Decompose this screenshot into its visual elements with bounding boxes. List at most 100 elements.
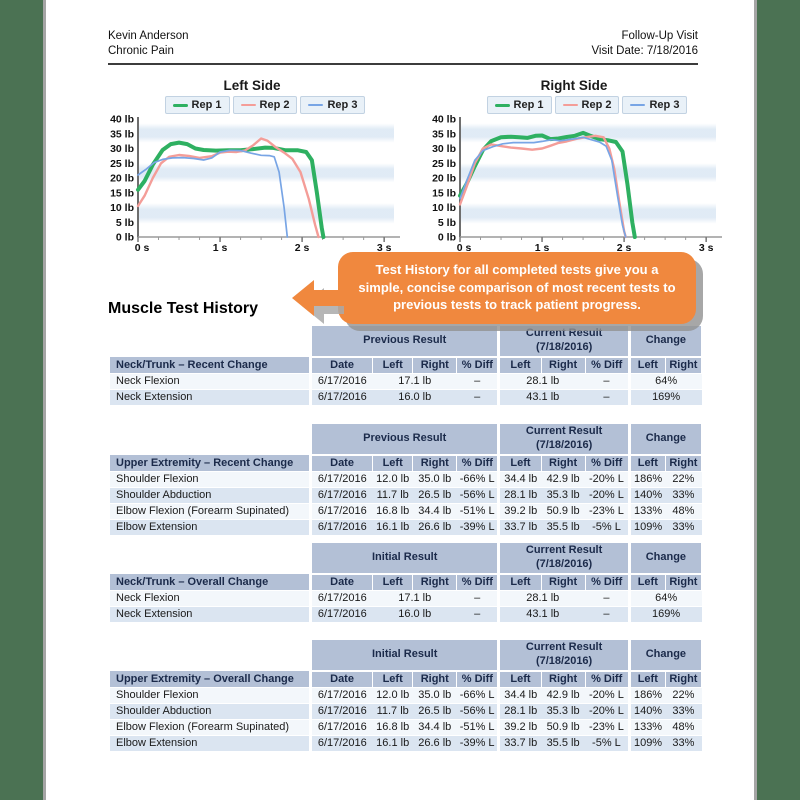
row-label: Elbow Extension: [110, 519, 312, 536]
x-tick-label: 1 s: [213, 242, 228, 254]
table-cell: 33%: [665, 735, 702, 752]
plot-band: [461, 203, 716, 224]
table-cell: –: [585, 590, 631, 607]
table-cell: 6/17/2016: [310, 590, 373, 607]
group-header-cell: Change: [629, 543, 703, 575]
table-cell: 186%: [629, 471, 666, 488]
column-header: % Diff: [456, 357, 501, 374]
table-cell: -23% L: [585, 503, 631, 520]
row-label: Shoulder Abduction: [110, 487, 312, 504]
table-cell: 26.6 lb: [412, 519, 457, 536]
table-neck-trunk-overall: Initial Result Current Result (7/18/2016)…: [110, 543, 703, 623]
y-tick-label: 20 lb: [432, 173, 456, 185]
table-cell: 12.0 lb: [372, 471, 413, 488]
column-header: Right: [665, 574, 703, 591]
y-tick-label: 10 lb: [110, 202, 134, 214]
table-cell: 28.1 lb: [498, 373, 586, 390]
legend-label: Rep 2: [581, 99, 612, 111]
legend-swatch-icon: [630, 104, 646, 106]
row-label: Shoulder Flexion: [110, 471, 312, 488]
table-cell: 48%: [665, 719, 702, 736]
table-cell: 6/17/2016: [310, 503, 373, 520]
table-cell: 28.1 lb: [498, 703, 542, 720]
table-cell: -39% L: [456, 735, 501, 752]
column-header: Left: [629, 574, 666, 591]
row-label: Elbow Extension: [110, 735, 312, 752]
column-header: % Diff: [585, 574, 631, 591]
patient-name: Kevin Anderson: [108, 30, 189, 42]
callout-arrow-icon: [292, 280, 344, 324]
column-header: Right: [541, 671, 586, 688]
legend-item: Rep 1: [486, 96, 552, 114]
table-cell: 140%: [629, 703, 666, 720]
group-header-spacer: [110, 424, 312, 455]
column-header: % Diff: [456, 574, 501, 591]
legend-item: Rep 2: [232, 96, 298, 114]
column-header: Left: [629, 357, 666, 374]
table-row: Neck Flexion 6/17/2016 17.1 lb –28.1 lb –64%: [110, 373, 702, 390]
table-cell: 39.2 lb: [498, 719, 542, 736]
row-label: Neck Extension: [110, 389, 312, 406]
legend-label: Rep 1: [513, 99, 544, 111]
y-tick-label: 25 lb: [432, 158, 456, 170]
column-header: Right: [412, 671, 458, 688]
table-cell: 33.7 lb: [498, 735, 542, 752]
table-cell: 186%: [629, 687, 666, 704]
x-tick-label: 2 s: [295, 242, 310, 254]
history-table: Previous Result Current Result (7/18/2016…: [110, 326, 703, 406]
y-tick-label: 25 lb: [110, 158, 134, 170]
table-cell: 43.1 lb: [498, 389, 586, 406]
group-header-cell: Previous Result: [310, 424, 501, 456]
table-cell: -20% L: [585, 687, 631, 704]
table-upper-extremity-overall: Initial Result Current Result (7/18/2016)…: [110, 640, 703, 752]
legend-label: Rep 2: [259, 99, 290, 111]
y-tick-label: 5 lb: [438, 217, 456, 229]
table-cell: 6/17/2016: [310, 487, 373, 504]
visit-type: Follow-Up Visit: [621, 30, 698, 42]
table-cell: 11.7 lb: [372, 703, 413, 720]
table-cell: –: [456, 373, 501, 390]
row-label: Elbow Flexion (Forearm Supinated): [110, 503, 312, 520]
table-title: Neck/Trunk – Recent Change: [110, 357, 312, 374]
table-cell: 17.1 lb: [372, 590, 457, 607]
column-header: Date: [310, 357, 374, 374]
table-title: Upper Extremity – Recent Change: [110, 455, 312, 472]
column-header: % Diff: [456, 671, 501, 688]
table-row: Shoulder Flexion 6/17/2016 12.0 lb 35.0 lb -…: [110, 687, 702, 704]
x-tick-label: 0 s: [135, 242, 150, 254]
x-tick-label: 1 s: [535, 242, 550, 254]
table-cell: 6/17/2016: [310, 735, 373, 752]
y-tick-label: 15 lb: [110, 187, 134, 199]
table-cell: 35.3 lb: [541, 487, 586, 504]
legend-item: Rep 2: [554, 96, 620, 114]
table-row: Elbow Flexion (Forearm Supinated) 6/17/20…: [110, 503, 702, 520]
table-cell: 6/17/2016: [310, 471, 373, 488]
group-header-cell: Current Result (7/18/2016): [498, 543, 631, 575]
group-header-cell: Change: [629, 424, 703, 456]
history-table: Initial Result Current Result (7/18/2016)…: [110, 640, 703, 752]
table-cell: 133%: [629, 503, 666, 520]
group-header-spacer: [110, 543, 312, 574]
column-header: Left: [629, 455, 666, 472]
table-cell: -39% L: [456, 519, 501, 536]
table-cell: 35.3 lb: [541, 703, 586, 720]
table-cell: 6/17/2016: [310, 373, 373, 390]
column-header: Date: [310, 574, 374, 591]
table-cell: 6/17/2016: [310, 719, 373, 736]
chart-title: Left Side: [223, 78, 281, 93]
table-cell: –: [585, 373, 631, 390]
legend-label: Rep 1: [191, 99, 222, 111]
series-line-rep-3: [137, 149, 289, 238]
table-cell: -5% L: [585, 735, 631, 752]
table-cell: 17.1 lb: [372, 373, 457, 390]
y-tick-label: 0 lb: [116, 232, 134, 244]
table-cell: 39.2 lb: [498, 503, 542, 520]
table-cell: 109%: [629, 519, 666, 536]
y-tick-label: 40 lb: [432, 114, 456, 126]
table-cell: -51% L: [456, 719, 501, 736]
table-cell: -66% L: [456, 471, 501, 488]
row-label: Neck Flexion: [110, 373, 312, 390]
table-cell: 26.6 lb: [412, 735, 457, 752]
table-upper-extremity-recent: Previous Result Current Result (7/18/2016…: [110, 424, 703, 536]
